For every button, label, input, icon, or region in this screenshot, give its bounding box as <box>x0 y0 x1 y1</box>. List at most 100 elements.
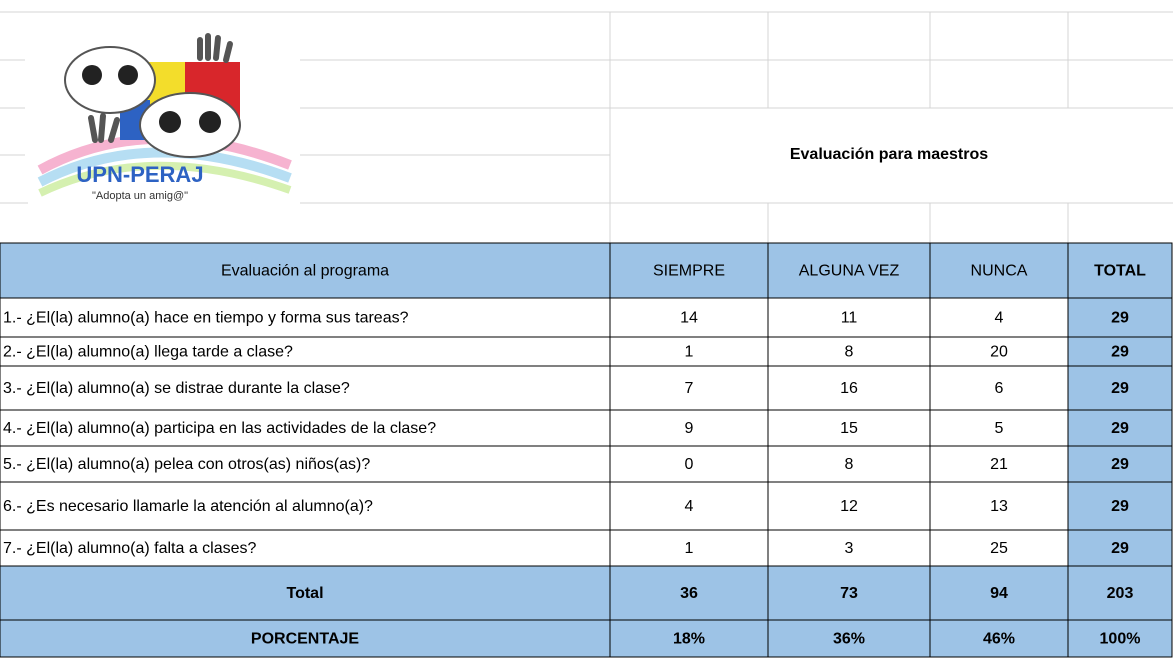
cell <box>1067 242 1173 299</box>
cell <box>929 481 1069 531</box>
cell <box>0 336 611 367</box>
cell <box>767 619 931 658</box>
cell-value: 20 <box>990 344 1008 361</box>
cell <box>767 529 931 567</box>
cell <box>0 445 611 483</box>
cell <box>609 481 769 531</box>
row-label: 1.- ¿El(la) alumno(a) hace en tiempo y f… <box>3 310 409 327</box>
cell <box>1067 445 1173 483</box>
row-label: PORCENTAJE <box>251 631 359 648</box>
cell-value: 4 <box>995 310 1004 327</box>
cell <box>929 565 1069 621</box>
cell-value: 46% <box>983 631 1015 648</box>
logo: UPN-PERAJ "Adopta un amig@" <box>28 33 300 208</box>
cell <box>609 336 769 367</box>
row-label: 4.- ¿El(la) alumno(a) participa en las a… <box>3 420 436 437</box>
row-label: Total <box>286 585 323 602</box>
cell-value: 8 <box>845 344 854 361</box>
cell <box>609 619 769 658</box>
cell-value: 29 <box>1111 310 1129 327</box>
cell-value: 1 <box>685 344 694 361</box>
cell-value: 11 <box>841 310 858 327</box>
cell-value: 3 <box>845 540 854 557</box>
row-label: 6.- ¿Es necesario llamarle la atención a… <box>3 498 373 515</box>
cell-value: 25 <box>990 540 1008 557</box>
cell-value: 29 <box>1111 344 1129 361</box>
cell-value: 0 <box>685 456 694 473</box>
cell-value: 29 <box>1111 380 1129 397</box>
cell-value: 15 <box>840 420 858 437</box>
cell <box>609 242 769 299</box>
cell-value: 203 <box>1107 585 1134 602</box>
eye <box>199 111 221 133</box>
rainbow <box>38 161 292 197</box>
cell <box>0 565 611 621</box>
cell <box>609 529 769 567</box>
cell <box>929 445 1069 483</box>
cell-value: 100% <box>1100 631 1141 648</box>
cell <box>0 619 611 658</box>
row-label: 3.- ¿El(la) alumno(a) se distrae durante… <box>3 380 350 397</box>
eye <box>118 65 138 85</box>
cell-value: 1 <box>685 540 694 557</box>
cell <box>929 409 1069 447</box>
cell-value: 5 <box>995 420 1004 437</box>
face <box>64 46 156 114</box>
cell <box>609 365 769 411</box>
column-header: Evaluación al programa <box>221 263 389 280</box>
cell <box>929 336 1069 367</box>
evaluation-table: Evaluación al programa SIEMPRE ALGUNA VEZ N… <box>0 242 1173 658</box>
cell-value: 29 <box>1111 540 1129 557</box>
cell-value: 7 <box>685 380 694 397</box>
eye <box>82 65 102 85</box>
cell-value: 6 <box>995 380 1004 397</box>
cell <box>1067 565 1173 621</box>
cell-value: 29 <box>1111 420 1129 437</box>
column-header: ALGUNA VEZ <box>799 263 900 280</box>
logo-name: UPN-PERAJ <box>76 162 203 187</box>
logo-slogan: "Adopta un amig@" <box>92 190 188 202</box>
column-header: SIEMPRE <box>653 263 725 280</box>
cell-value: 4 <box>685 498 694 515</box>
cell <box>1067 619 1173 658</box>
cell-value: 16 <box>840 380 858 397</box>
cell <box>1067 481 1173 531</box>
cell-value: 29 <box>1111 498 1129 515</box>
cell-value: 13 <box>990 498 1008 515</box>
row-label: 5.- ¿El(la) alumno(a) pelea con otros(as… <box>3 456 370 473</box>
cell <box>929 529 1069 567</box>
face <box>139 92 241 158</box>
column-header: NUNCA <box>971 263 1028 280</box>
cell-value: 14 <box>680 310 698 327</box>
sheet-title: Evaluación para maestros <box>790 146 988 163</box>
cell-value: 36 <box>680 585 698 602</box>
cell <box>929 619 1069 658</box>
cell <box>609 409 769 447</box>
cell-value: 29 <box>1111 456 1129 473</box>
cell <box>0 242 611 299</box>
hand <box>88 113 120 143</box>
cell-value: 36% <box>833 631 865 648</box>
cell-value: 18% <box>673 631 705 648</box>
cell <box>609 297 769 338</box>
cell <box>767 445 931 483</box>
cell-value: 73 <box>840 585 858 602</box>
row-label: 7.- ¿El(la) alumno(a) falta a clases? <box>3 540 257 557</box>
cell <box>1067 336 1173 367</box>
rainbow <box>37 147 292 187</box>
cell-value: 94 <box>990 585 1008 602</box>
cell <box>0 481 611 531</box>
eye <box>159 111 181 133</box>
cell <box>0 365 611 411</box>
cell-value: 8 <box>845 456 854 473</box>
cell-value: 12 <box>840 498 858 515</box>
cell-value: 9 <box>685 420 694 437</box>
hand <box>197 33 233 63</box>
cell <box>0 297 611 338</box>
column-header: TOTAL <box>1094 263 1146 280</box>
cell-value: 21 <box>990 456 1008 473</box>
row-label: 2.- ¿El(la) alumno(a) llega tarde a clas… <box>3 344 293 361</box>
